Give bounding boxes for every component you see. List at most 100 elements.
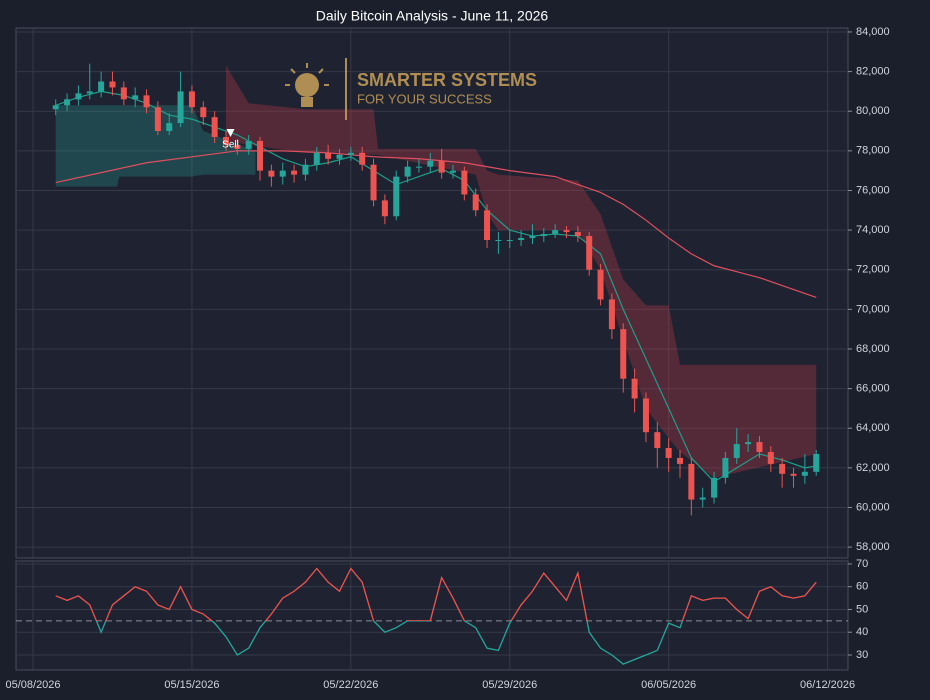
logo-title: SMARTER SYSTEMS	[357, 70, 537, 90]
y-tick-label: 84,000	[856, 26, 890, 38]
candle-body	[563, 230, 570, 233]
candle-body	[552, 230, 559, 235]
candle-body	[347, 152, 354, 155]
candle-body	[222, 136, 229, 145]
candle-body	[109, 81, 116, 88]
indicator-line	[55, 567, 817, 665]
candle-body	[381, 200, 388, 217]
candle-body	[801, 471, 808, 476]
candle-body	[75, 93, 82, 100]
candle-body	[654, 432, 661, 449]
candle-body	[393, 176, 400, 217]
candle-body	[665, 448, 672, 458]
x-tick-label: 05/15/2026	[164, 679, 219, 691]
candle-body	[677, 457, 684, 464]
candle-body	[529, 236, 536, 239]
candle-body	[779, 463, 786, 474]
candle-body	[540, 234, 547, 237]
candle-body	[745, 442, 752, 445]
y-tick-label: 50	[856, 603, 868, 615]
y-tick-label: 70	[856, 558, 868, 570]
y-tick-label: 72,000	[856, 264, 890, 276]
candle-body	[143, 95, 150, 108]
candle-body	[484, 210, 491, 240]
candle-body	[427, 160, 434, 167]
candle-body	[86, 91, 93, 94]
candle-body	[234, 144, 241, 149]
sell-marker	[226, 128, 235, 137]
y-tick-label: 60,000	[856, 501, 890, 513]
cloud-band	[225, 65, 817, 478]
x-tick-label: 05/08/2026	[5, 679, 60, 691]
x-tick-label: 05/22/2026	[323, 679, 378, 691]
candle-body	[574, 232, 581, 237]
candle-body	[52, 105, 59, 110]
y-tick-label: 74,000	[856, 224, 890, 236]
y-tick-label: 64,000	[856, 422, 890, 434]
candle-body	[325, 152, 332, 159]
candle-body	[200, 107, 207, 118]
candle-body	[461, 170, 468, 195]
chart-title: Daily Bitcoin Analysis - June 11, 2026	[316, 8, 549, 24]
y-tick-label: 78,000	[856, 145, 890, 157]
candle-body	[64, 99, 71, 106]
y-tick-label: 80,000	[856, 105, 890, 117]
y-tick-label: 40	[856, 626, 868, 638]
candle-body	[415, 166, 422, 168]
candle-body	[154, 107, 161, 132]
candle-body	[756, 442, 763, 452]
candle-body	[449, 170, 456, 173]
candle-body	[608, 299, 615, 330]
logo-subtitle: FOR YOUR SUCCESS	[357, 91, 492, 106]
y-tick-label: 30	[856, 649, 868, 661]
candle-body	[166, 123, 173, 132]
x-tick-label: 05/29/2026	[482, 679, 537, 691]
y-tick-label: 76,000	[856, 184, 890, 196]
candle-body	[370, 164, 377, 201]
candle-body	[438, 160, 445, 173]
y-tick-label: 58,000	[856, 541, 890, 553]
candle-body	[767, 452, 774, 464]
candle-body	[132, 95, 139, 100]
candle-body	[711, 477, 718, 498]
candle-body	[98, 81, 105, 92]
candle-body	[597, 269, 604, 300]
y-tick-label: 82,000	[856, 65, 890, 77]
candle-body	[631, 378, 638, 399]
candle-body	[313, 152, 320, 165]
logo: SMARTER SYSTEMS FOR YOUR SUCCESS	[285, 58, 537, 120]
candle-body	[688, 463, 695, 500]
y-tick-label: 60	[856, 581, 868, 593]
y-tick-label: 62,000	[856, 462, 890, 474]
candle-body	[211, 117, 218, 137]
candle-body	[586, 236, 593, 270]
candle-body	[188, 91, 195, 108]
annotation-label: Sell	[222, 140, 239, 151]
candle-body	[472, 194, 479, 211]
candle-body	[495, 240, 502, 241]
candle-body	[620, 329, 627, 379]
candle-body	[302, 164, 309, 175]
candle-body	[722, 457, 729, 478]
candle-body	[642, 398, 649, 433]
candle-body	[177, 91, 184, 124]
x-tick-label: 06/05/2026	[641, 679, 696, 691]
candle-body	[336, 154, 343, 159]
y-tick-label: 66,000	[856, 383, 890, 395]
candle-body	[518, 238, 525, 240]
candle-body	[733, 444, 740, 458]
candle-body	[279, 170, 286, 177]
y-tick-label: 68,000	[856, 343, 890, 355]
candle-body	[257, 140, 264, 171]
candle-body	[813, 453, 820, 472]
candle-body	[790, 473, 797, 476]
candle-body	[359, 152, 366, 165]
candle-body	[699, 497, 706, 500]
x-tick-label: 06/12/2026	[800, 679, 855, 691]
cloud-band	[55, 105, 256, 187]
y-tick-label: 70,000	[856, 303, 890, 315]
candle-body	[245, 140, 252, 149]
candle-body	[291, 170, 298, 175]
price-panel	[15, 27, 849, 559]
